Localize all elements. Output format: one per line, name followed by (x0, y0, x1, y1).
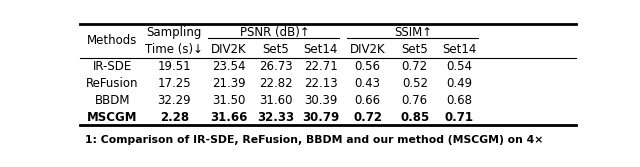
Text: 0.68: 0.68 (447, 94, 472, 107)
Text: 0.49: 0.49 (446, 77, 472, 90)
Text: 31.66: 31.66 (210, 111, 248, 124)
Text: 0.43: 0.43 (355, 77, 381, 90)
Text: 19.51: 19.51 (157, 60, 191, 73)
Text: 31.60: 31.60 (259, 94, 292, 107)
Text: 0.76: 0.76 (402, 94, 428, 107)
Text: DIV2K: DIV2K (350, 43, 385, 56)
Text: 0.72: 0.72 (353, 111, 382, 124)
Text: DIV2K: DIV2K (211, 43, 246, 56)
Text: ReFusion: ReFusion (86, 77, 138, 90)
Text: 22.71: 22.71 (304, 60, 337, 73)
Text: 22.82: 22.82 (259, 77, 292, 90)
Text: MSCGM: MSCGM (87, 111, 138, 124)
Text: 32.29: 32.29 (157, 94, 191, 107)
Text: 31.50: 31.50 (212, 94, 246, 107)
Text: PSNR (dB)↑: PSNR (dB)↑ (240, 26, 310, 39)
Text: 17.25: 17.25 (157, 77, 191, 90)
Text: Set14: Set14 (442, 43, 477, 56)
Text: Set14: Set14 (303, 43, 338, 56)
Text: SSIM↑: SSIM↑ (394, 26, 433, 39)
Text: IR-SDE: IR-SDE (93, 60, 132, 73)
Text: 32.33: 32.33 (257, 111, 294, 124)
Text: 2.28: 2.28 (159, 111, 189, 124)
Text: 0.85: 0.85 (400, 111, 429, 124)
Text: Methods: Methods (87, 34, 138, 47)
Text: 23.54: 23.54 (212, 60, 246, 73)
Text: 0.52: 0.52 (402, 77, 428, 90)
Text: 0.54: 0.54 (447, 60, 472, 73)
Text: Set5: Set5 (401, 43, 428, 56)
Text: 21.39: 21.39 (212, 77, 246, 90)
Text: BBDM: BBDM (95, 94, 130, 107)
Text: Sampling: Sampling (147, 26, 202, 39)
Text: 0.66: 0.66 (355, 94, 381, 107)
Text: 30.39: 30.39 (304, 94, 337, 107)
Text: Set5: Set5 (262, 43, 289, 56)
Text: 0.71: 0.71 (445, 111, 474, 124)
Text: 1: Comparison of IR-SDE, ReFusion, BBDM and our method (MSCGM) on 4×: 1: Comparison of IR-SDE, ReFusion, BBDM … (85, 135, 543, 145)
Text: 26.73: 26.73 (259, 60, 292, 73)
Text: Time (s)↓: Time (s)↓ (145, 43, 204, 56)
Text: 0.72: 0.72 (402, 60, 428, 73)
Text: 22.13: 22.13 (304, 77, 337, 90)
Text: 0.56: 0.56 (355, 60, 381, 73)
Text: 30.79: 30.79 (302, 111, 339, 124)
